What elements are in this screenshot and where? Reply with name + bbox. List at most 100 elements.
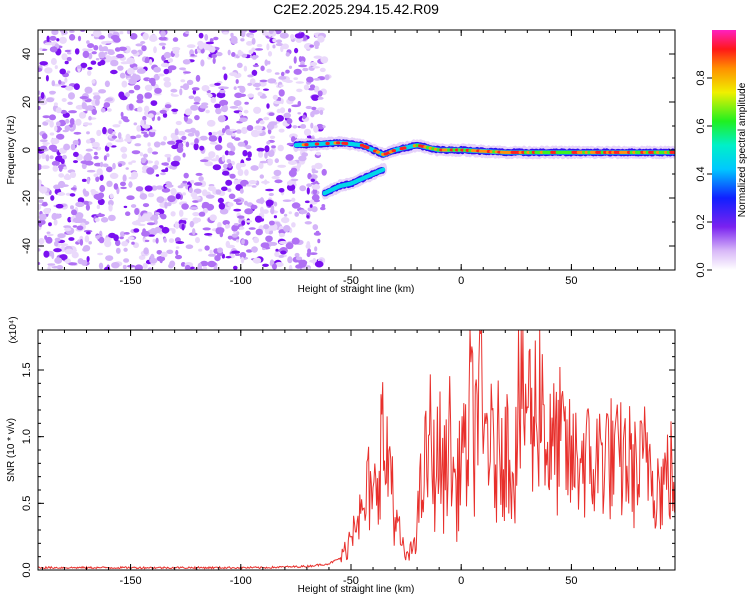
noise-cell: [143, 77, 151, 82]
noise-cell: [210, 97, 216, 104]
noise-cell: [47, 263, 56, 266]
noise-cell: [278, 232, 285, 237]
noise-cell: [260, 65, 265, 72]
noise-cell: [170, 160, 180, 167]
noise-cell: [86, 177, 90, 185]
noise-cell: [320, 56, 329, 64]
snr-ylabel: SNR (10 * v/v): [6, 418, 17, 482]
noise-cell: [104, 51, 108, 55]
noise-cell: [181, 223, 185, 231]
noise-cell: [267, 122, 275, 131]
noise-cell: [86, 169, 96, 173]
noise-cell: [82, 247, 89, 252]
noise-cell: [122, 264, 127, 270]
noise-cell: [266, 158, 273, 166]
noise-cell: [141, 131, 148, 134]
noise-cell: [86, 131, 90, 135]
noise-cell: [227, 202, 234, 207]
noise-cell: [81, 178, 87, 182]
noise-cell: [69, 30, 75, 33]
noise-cell: [64, 258, 71, 264]
noise-cell: [298, 260, 307, 268]
noise-cell: [142, 262, 148, 269]
noise-cell: [123, 232, 130, 235]
noise-cell: [227, 162, 233, 169]
noise-cell: [218, 89, 226, 94]
noise-cell: [306, 187, 310, 195]
noise-cell: [265, 199, 274, 207]
noise-cell: [256, 198, 265, 204]
noise-cell: [134, 208, 140, 215]
noise-cell: [56, 133, 65, 140]
noise-cell: [149, 59, 153, 66]
noise-cell: [155, 174, 160, 177]
noise-cell: [161, 256, 165, 261]
noise-cell: [321, 204, 326, 208]
noise-cell: [275, 42, 284, 47]
noise-cell: [233, 100, 242, 107]
noise-cell: [125, 92, 130, 98]
noise-cell: [52, 213, 62, 219]
colorbar-tick-label: 0.6: [695, 118, 707, 133]
noise-cell: [248, 227, 256, 230]
noise-cell: [80, 62, 88, 68]
noise-cell: [273, 215, 277, 219]
noise-cell: [47, 265, 51, 270]
noise-cell: [42, 115, 51, 119]
noise-cell: [146, 222, 156, 226]
noise-cell: [55, 203, 64, 209]
noise-cell: [105, 49, 114, 52]
noise-cell: [85, 139, 91, 144]
noise-cell: [90, 60, 97, 65]
noise-cell: [123, 258, 130, 263]
noise-cell: [208, 132, 212, 136]
noise-cell: [272, 263, 277, 270]
noise-cell: [153, 66, 162, 73]
noise-cell: [272, 44, 276, 49]
noise-cell: [237, 141, 246, 147]
colorbar-tick-label: 0.0: [695, 262, 707, 277]
noise-cell: [195, 172, 203, 176]
noise-cell: [85, 157, 92, 162]
noise-cell: [160, 30, 166, 38]
noise-cell: [49, 35, 57, 41]
noise-cell: [118, 163, 123, 168]
noise-cell: [83, 122, 90, 126]
noise-cell: [49, 132, 55, 136]
noise-cell: [75, 118, 82, 126]
noise-cell: [182, 59, 191, 65]
noise-cell: [135, 186, 144, 192]
noise-cell: [285, 154, 294, 161]
noise-cell: [208, 135, 218, 142]
noise-cell: [253, 106, 262, 114]
noise-cell: [60, 109, 67, 114]
noise-cell: [163, 81, 172, 88]
colorbar-tick-label: 0.2: [695, 214, 707, 229]
noise-cell: [77, 197, 85, 204]
noise-cell: [198, 211, 206, 217]
noise-cell: [175, 193, 181, 200]
noise-cell: [254, 125, 263, 131]
noise-cell: [313, 85, 320, 93]
noise-cell: [50, 137, 60, 145]
noise-cell: [150, 100, 158, 106]
noise-cell: [85, 204, 90, 211]
noise-cell: [206, 119, 216, 127]
noise-cell: [319, 109, 324, 115]
colorbar-axis: 0.0 0.2 0.4 0.6 0.8: [695, 70, 712, 278]
noise-cell: [300, 124, 307, 129]
noise-cell: [225, 224, 229, 229]
noise-cell: [304, 221, 312, 225]
noise-cell: [99, 161, 104, 168]
noise-cell: [251, 47, 256, 52]
noise-cell: [38, 106, 41, 110]
noise-cell: [244, 208, 254, 215]
noise-cell: [209, 141, 218, 145]
noise-cell: [314, 246, 318, 252]
noise-cell: [274, 179, 283, 184]
noise-cell: [314, 260, 324, 268]
noise-cell: [94, 151, 98, 156]
noise-cell: [229, 72, 238, 77]
noise-cell: [120, 186, 127, 190]
noise-cell: [199, 145, 205, 151]
